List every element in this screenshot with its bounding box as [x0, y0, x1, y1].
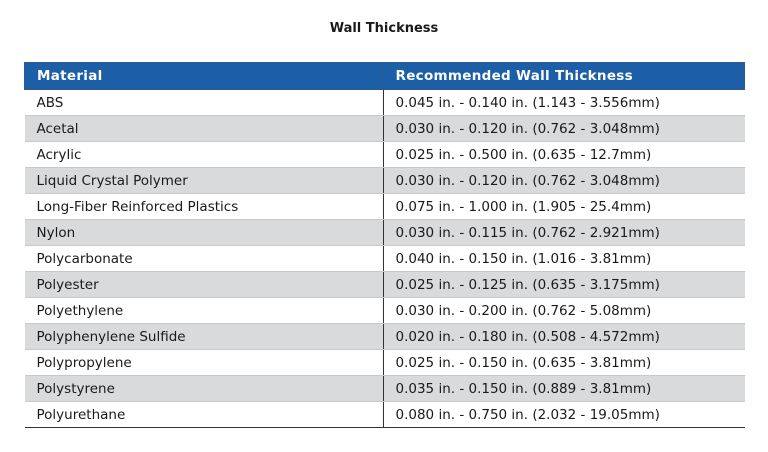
thickness-cell: 0.030 in. - 0.120 in. (0.762 - 3.048mm)	[383, 167, 745, 194]
table-row: Polycarbonate 0.040 in. - 0.150 in. (1.01…	[24, 245, 745, 272]
header-row: Material Recommended Wall Thickness	[24, 62, 745, 90]
thickness-cell: 0.030 in. - 0.115 in. (0.762 - 2.921mm)	[383, 219, 745, 246]
thickness-cell: 0.040 in. - 0.150 in. (1.016 - 3.81mm)	[383, 245, 745, 272]
table-row: Polystyrene 0.035 in. - 0.150 in. (0.889 …	[24, 375, 745, 402]
material-cell: Polycarbonate	[24, 245, 384, 272]
table-body: ABS 0.045 in. - 0.140 in. (1.143 - 3.556m…	[24, 89, 745, 428]
table-row: Polyethylene 0.030 in. - 0.200 in. (0.762…	[24, 297, 745, 324]
table-row: ABS 0.045 in. - 0.140 in. (1.143 - 3.556m…	[24, 89, 745, 116]
thickness-cell: 0.035 in. - 0.150 in. (0.889 - 3.81mm)	[383, 375, 745, 402]
thickness-cell: 0.020 in. - 0.180 in. (0.508 - 4.572mm)	[383, 323, 745, 350]
material-cell: Polyurethane	[24, 401, 384, 428]
material-cell: Polystyrene	[24, 375, 384, 402]
material-cell: Polyester	[24, 271, 384, 298]
material-cell: ABS	[24, 89, 384, 116]
table-row: Nylon 0.030 in. - 0.115 in. (0.762 - 2.92…	[24, 219, 745, 246]
table-row: Polyurethane 0.080 in. - 0.750 in. (2.032…	[24, 401, 745, 428]
material-cell: Nylon	[24, 219, 384, 246]
thickness-cell: 0.025 in. - 0.150 in. (0.635 - 3.81mm)	[383, 349, 745, 376]
table-title: Wall Thickness	[329, 21, 439, 36]
thickness-cell: 0.025 in. - 0.125 in. (0.635 - 3.175mm)	[383, 271, 745, 298]
table-row: Acrylic 0.025 in. - 0.500 in. (0.635 - 12…	[24, 141, 745, 168]
table-row: Liquid Crystal Polymer 0.030 in. - 0.120 …	[24, 167, 745, 194]
table-row: Polypropylene 0.025 in. - 0.150 in. (0.63…	[24, 349, 745, 376]
material-cell: Long-Fiber Reinforced Plastics	[24, 193, 384, 220]
thickness-cell: 0.075 in. - 1.000 in. (1.905 - 25.4mm)	[383, 193, 745, 220]
material-cell: Acrylic	[24, 141, 384, 168]
material-cell: Polypropylene	[24, 349, 384, 376]
table-row: Polyester 0.025 in. - 0.125 in. (0.635 - …	[24, 271, 745, 298]
thickness-cell: 0.030 in. - 0.120 in. (0.762 - 3.048mm)	[383, 115, 745, 142]
material-cell: Polyethylene	[24, 297, 384, 324]
thickness-cell: 0.025 in. - 0.500 in. (0.635 - 12.7mm)	[383, 141, 745, 168]
thickness-table: Material Recommended Wall Thickness ABS 0.…	[24, 62, 745, 428]
table-row: Acetal 0.030 in. - 0.120 in. (0.762 - 3.0…	[24, 115, 745, 142]
material-cell: Polyphenylene Sulfide	[24, 323, 384, 350]
material-cell: Acetal	[24, 115, 384, 142]
column-header: Material	[24, 62, 384, 90]
thickness-cell: 0.045 in. - 0.140 in. (1.143 - 3.556mm)	[383, 89, 745, 116]
thickness-cell: 0.080 in. - 0.750 in. (2.032 - 19.05mm)	[383, 401, 745, 428]
material-cell: Liquid Crystal Polymer	[24, 167, 384, 194]
table-row: Long-Fiber Reinforced Plastics 0.075 in. …	[24, 193, 745, 220]
table-row: Polyphenylene Sulfide 0.020 in. - 0.180 i…	[24, 323, 745, 350]
thickness-cell: 0.030 in. - 0.200 in. (0.762 - 5.08mm)	[383, 297, 745, 324]
column-header: Recommended Wall Thickness	[382, 62, 745, 90]
